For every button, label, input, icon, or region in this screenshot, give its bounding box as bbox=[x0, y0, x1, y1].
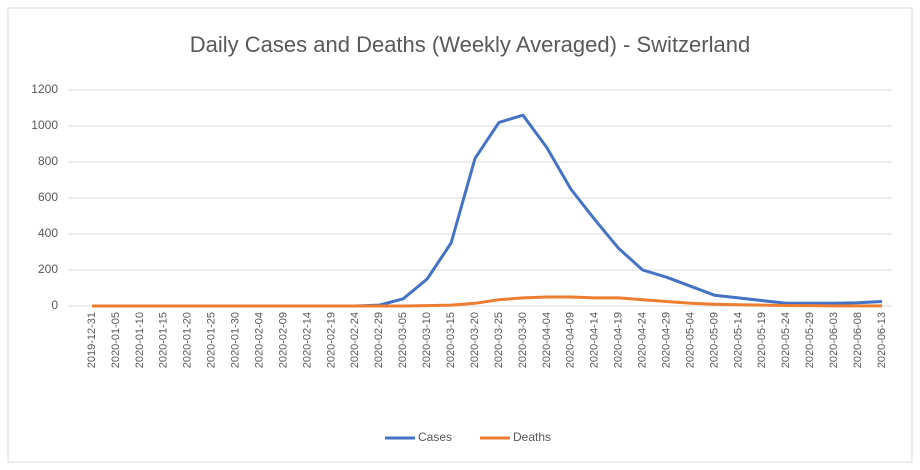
y-tick-label: 800 bbox=[38, 154, 58, 168]
x-tick-label: 2020-01-05 bbox=[110, 312, 122, 368]
x-tick-label: 2020-04-19 bbox=[613, 312, 625, 368]
x-tick-label: 2020-02-09 bbox=[277, 312, 289, 368]
x-tick-label: 2020-02-24 bbox=[349, 312, 361, 368]
chart-title: Daily Cases and Deaths (Weekly Averaged)… bbox=[190, 32, 750, 57]
x-tick-label: 2020-01-15 bbox=[158, 312, 170, 368]
y-tick-label: 600 bbox=[38, 190, 58, 204]
y-tick-label: 200 bbox=[38, 262, 58, 276]
y-tick-label: 1000 bbox=[31, 118, 58, 132]
x-tick-label: 2020-05-09 bbox=[708, 312, 720, 368]
x-tick-label: 2020-06-03 bbox=[828, 312, 840, 368]
x-tick-label: 2020-04-14 bbox=[589, 312, 601, 368]
x-tick-label: 2020-04-24 bbox=[637, 312, 649, 368]
x-tick-label: 2020-04-29 bbox=[660, 312, 672, 368]
legend-label: Cases bbox=[418, 430, 452, 444]
x-tick-label: 2020-03-25 bbox=[493, 312, 505, 368]
x-tick-label: 2020-06-13 bbox=[876, 312, 888, 368]
line-series bbox=[92, 295, 882, 308]
legend-label: Deaths bbox=[513, 430, 551, 444]
x-tick-label: 2020-02-14 bbox=[301, 312, 313, 368]
x-tick-label: 2020-01-30 bbox=[230, 312, 242, 368]
x-tick-label: 2020-03-15 bbox=[445, 312, 457, 368]
x-tick-label: 2020-03-30 bbox=[517, 312, 529, 368]
x-tick-label: 2020-02-19 bbox=[325, 312, 337, 368]
x-tick-label: 2020-01-10 bbox=[134, 312, 146, 368]
chart-frame bbox=[7, 7, 913, 463]
x-tick-label: 2020-04-09 bbox=[565, 312, 577, 368]
x-tick-label: 2020-05-29 bbox=[804, 312, 816, 368]
x-tick-label: 2020-02-29 bbox=[373, 312, 385, 368]
x-tick-label: 2020-06-08 bbox=[852, 312, 864, 368]
x-tick-label: 2020-01-25 bbox=[206, 312, 218, 368]
x-tick-label: 2020-04-04 bbox=[541, 312, 553, 368]
x-tick-label: 2020-05-19 bbox=[756, 312, 768, 368]
x-tick-label: 2020-05-24 bbox=[780, 312, 792, 368]
x-tick-label: 2020-02-04 bbox=[253, 312, 265, 368]
x-tick-label: 2020-05-04 bbox=[684, 312, 696, 368]
x-tick-label: 2020-03-10 bbox=[421, 312, 433, 368]
x-tick-label: 2019-12-31 bbox=[86, 312, 98, 368]
x-tick-label: 2020-03-05 bbox=[397, 312, 409, 368]
y-tick-label: 0 bbox=[51, 298, 58, 312]
x-tick-label: 2020-03-20 bbox=[469, 312, 481, 368]
y-tick-label: 1200 bbox=[31, 82, 58, 96]
y-tick-label: 400 bbox=[38, 226, 58, 240]
x-tick-label: 2020-01-20 bbox=[182, 312, 194, 368]
x-tick-label: 2020-05-14 bbox=[732, 312, 744, 368]
